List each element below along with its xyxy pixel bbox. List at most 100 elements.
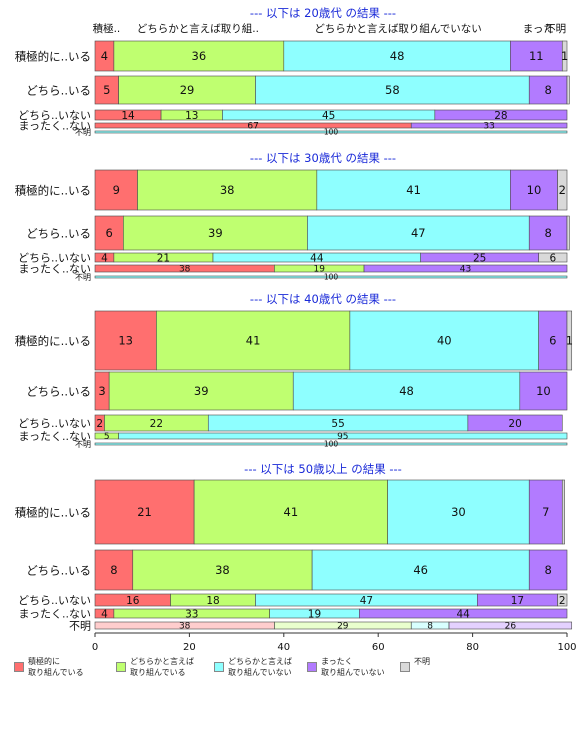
data-label: 6	[105, 226, 112, 240]
data-label: 4	[101, 252, 108, 264]
data-label: 36	[192, 49, 207, 63]
data-label: 39	[208, 226, 223, 240]
data-label: 19	[308, 608, 321, 620]
data-label: 3	[98, 384, 105, 398]
bar-segment	[363, 264, 568, 273]
data-label: 16	[126, 595, 140, 607]
bar-segment	[538, 252, 568, 263]
row-label: どちら..いない	[18, 109, 91, 122]
bar-segment	[94, 479, 195, 545]
row-label: まったく..ない	[18, 263, 91, 276]
x-tick-label: 20	[183, 642, 196, 653]
data-label: 100	[324, 128, 339, 137]
bar-segment	[561, 40, 568, 72]
chart-legend: 積極的に 取り組んでいる どちらかと言えば 取り組んでいる どちらかと言えば 取り組…	[14, 656, 574, 696]
data-label: 14	[121, 110, 135, 122]
bar-segment	[316, 169, 511, 211]
row-label: どちら..いる	[26, 563, 91, 577]
data-label: 100	[324, 273, 339, 282]
bar-segment	[557, 169, 568, 211]
data-label: 38	[215, 563, 230, 577]
bar-segment	[94, 215, 124, 251]
data-label: 4	[101, 49, 108, 63]
data-label: 1	[566, 334, 573, 348]
bar-segment	[94, 275, 568, 279]
data-label: 47	[360, 595, 373, 607]
row-label: 不明	[75, 440, 91, 449]
x-tick-label: 80	[466, 642, 479, 653]
legend-swatch	[116, 662, 126, 672]
bar-segment	[566, 310, 573, 371]
data-label: 10	[527, 183, 542, 197]
data-label: 29	[337, 622, 349, 632]
data-label: 1	[561, 49, 568, 63]
data-label: 17	[511, 595, 524, 607]
data-label: 10	[536, 384, 551, 398]
data-label: 48	[399, 384, 414, 398]
bar-segment	[94, 310, 157, 371]
data-label: 6	[549, 334, 556, 348]
bar-segment	[387, 479, 530, 545]
legend-label: 不明	[414, 657, 430, 666]
row-label: まったく..ない	[18, 430, 91, 443]
data-label: 2	[559, 595, 566, 607]
bar-segment	[193, 479, 388, 545]
row-label: まったく..ない	[18, 120, 91, 133]
legend-swatch	[400, 662, 410, 672]
bar-segment	[538, 310, 568, 371]
row-label: 不明	[69, 620, 91, 633]
row-label: 積極的に..いる	[15, 183, 91, 197]
data-label: 13	[118, 334, 133, 348]
bar-segment	[113, 40, 285, 72]
row-label: 不明	[75, 128, 91, 137]
legend-label: まったく 取り組んでいない	[321, 657, 385, 677]
panel-title: --- 以下は 40歳代 の結果 ---	[250, 292, 396, 306]
bar-segment	[108, 371, 294, 411]
row-label: どちら..いる	[26, 384, 91, 398]
panel-title: --- 以下は 30歳代 の結果 ---	[250, 151, 396, 165]
data-label: 33	[185, 608, 198, 620]
row-label: 不明	[75, 273, 91, 282]
row-label: どちら..いない	[18, 252, 91, 265]
panel-title: --- 以下は 50歳以上 の結果 ---	[244, 462, 402, 476]
bar-segment	[94, 442, 568, 446]
data-label: 8	[544, 226, 551, 240]
bar-segment	[410, 122, 568, 129]
header-label: 積極..	[93, 22, 121, 35]
x-tick-label: 40	[277, 642, 290, 653]
data-label: 47	[411, 226, 426, 240]
legend-swatch	[307, 662, 317, 672]
data-label: 2	[559, 183, 566, 197]
data-label: 40	[437, 334, 452, 348]
data-label: 100	[324, 440, 339, 449]
bar-segment	[94, 169, 138, 211]
bar-segment	[359, 608, 568, 619]
bar-segment	[566, 75, 570, 105]
data-label: 28	[494, 110, 507, 122]
data-label: 5	[103, 83, 110, 97]
data-label: 38	[220, 183, 235, 197]
bar-segment	[94, 130, 568, 134]
bar-segment	[467, 414, 563, 432]
data-label: 8	[110, 563, 117, 577]
bar-segment	[557, 593, 568, 607]
legend-swatch	[214, 662, 224, 672]
x-tick-label: 100	[557, 642, 576, 653]
bar-segment	[118, 432, 568, 440]
row-label: 積極的に..いる	[15, 334, 91, 348]
data-label: 22	[150, 418, 163, 430]
row-label: 積極的に..いる	[15, 49, 91, 63]
bar-segment	[519, 371, 568, 411]
legend-label: どちらかと言えば 取り組んでいる	[130, 657, 194, 677]
data-label: 8	[544, 83, 551, 97]
data-label: 25	[473, 252, 486, 264]
bar-segment	[561, 479, 565, 545]
bar-segment	[255, 75, 530, 105]
row-label: どちら..いる	[26, 226, 91, 240]
bar-segment	[137, 169, 318, 211]
bar-segment	[510, 40, 563, 72]
data-label: 8	[544, 563, 551, 577]
data-label: 30	[451, 505, 466, 519]
data-label: 6	[549, 252, 556, 264]
